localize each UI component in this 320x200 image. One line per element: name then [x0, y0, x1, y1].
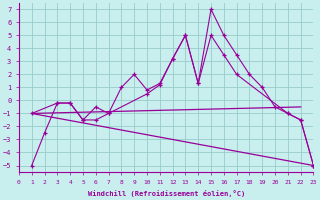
X-axis label: Windchill (Refroidissement éolien,°C): Windchill (Refroidissement éolien,°C) [88, 190, 245, 197]
